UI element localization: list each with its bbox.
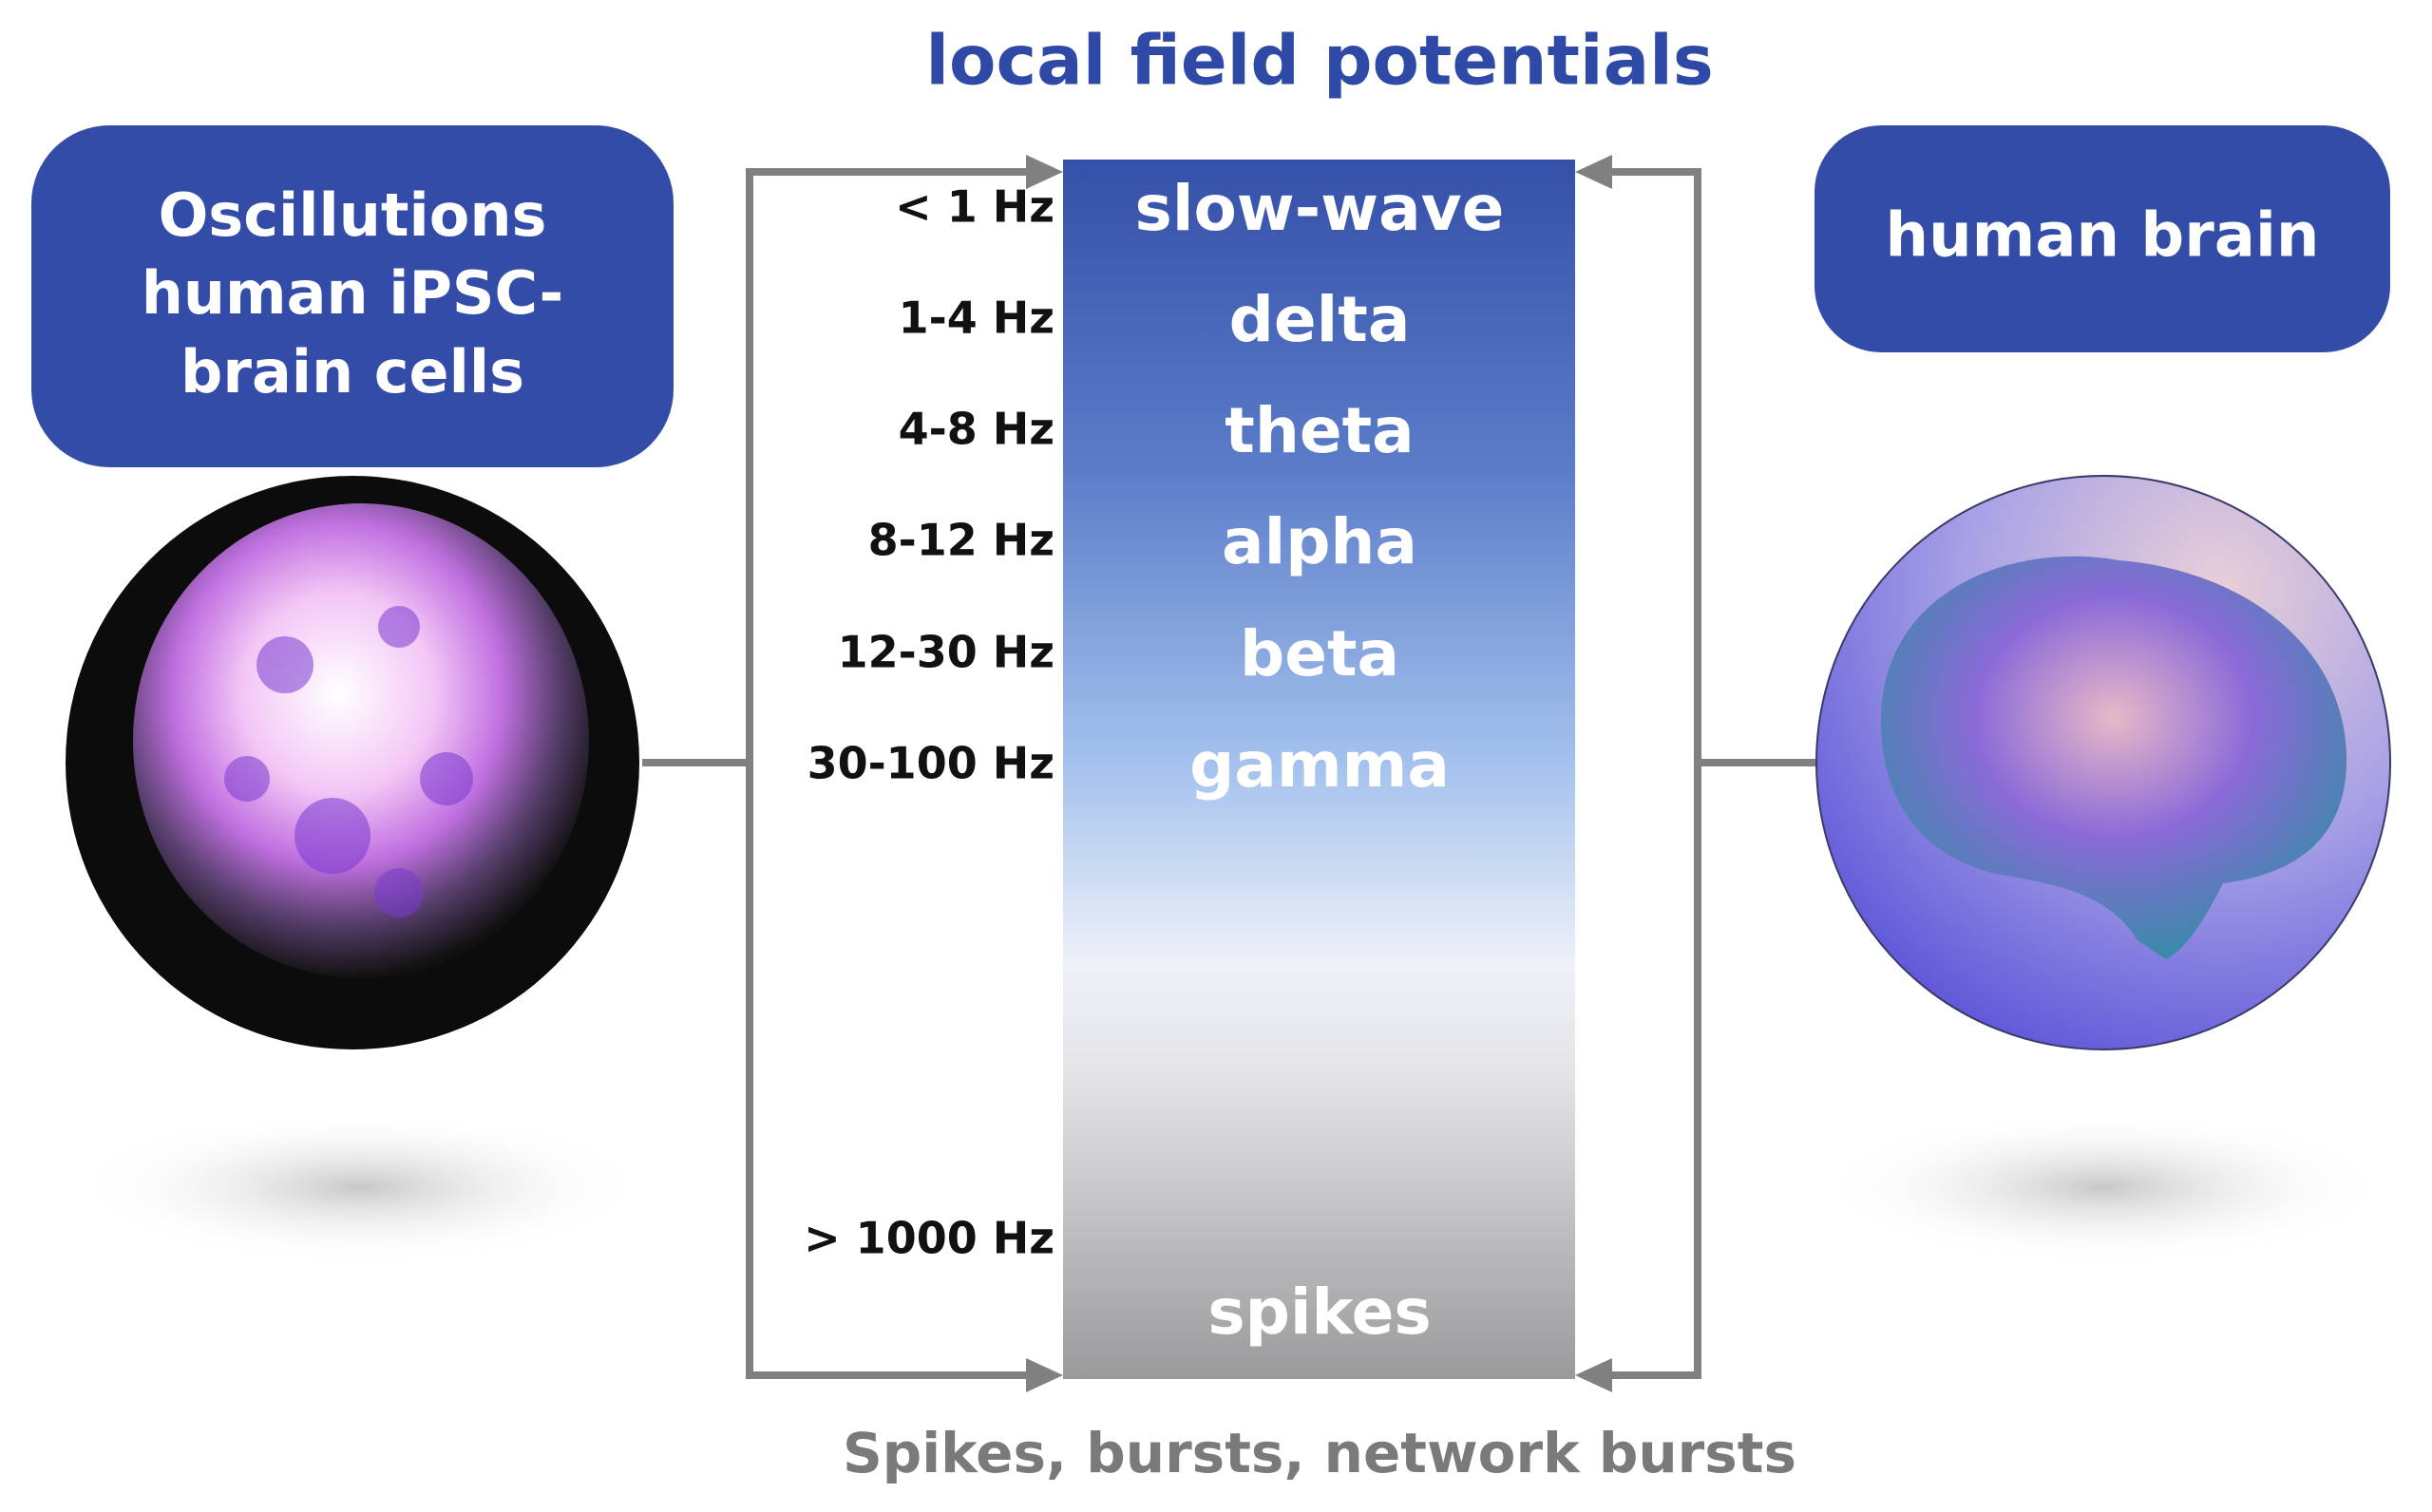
left-box-line: brain cells — [180, 337, 524, 406]
band-name: delta — [1229, 283, 1411, 356]
frequency-bar — [1063, 160, 1575, 1379]
band-name: slow-wave — [1135, 172, 1505, 245]
band-name: alpha — [1222, 505, 1417, 578]
arrowhead — [1026, 1358, 1063, 1392]
arrowhead — [1575, 1358, 1612, 1392]
right-box-label: human brain — [1886, 201, 2320, 272]
left-box — [31, 125, 674, 467]
cell-cluster — [133, 503, 589, 978]
band-name: beta — [1240, 617, 1399, 690]
shadow — [76, 1111, 646, 1263]
spikes-name: spikes — [1207, 1276, 1431, 1349]
arrowhead — [1026, 155, 1063, 189]
left-box-line: Oscillutions — [159, 180, 547, 250]
right-bracket — [1604, 168, 1701, 1379]
footer: Spikes, bursts, network bursts — [843, 1421, 1796, 1485]
spikes-frequency: > 1000 Hz — [804, 1213, 1054, 1264]
band-frequency: < 1 Hz — [895, 181, 1054, 233]
band-name: gamma — [1189, 728, 1450, 802]
bands: < 1 Hz slow-wave 1-4 Hz delta 4-8 Hz the… — [804, 172, 1504, 1349]
right-box — [1814, 125, 2390, 352]
band-frequency: 30-100 Hz — [808, 738, 1054, 789]
arrowhead — [1575, 155, 1612, 189]
shadow — [1818, 1111, 2388, 1263]
band-frequency: 12-30 Hz — [838, 627, 1054, 678]
title: local field potentials — [925, 21, 1713, 101]
band-frequency: 8-12 Hz — [868, 515, 1054, 566]
left-box-line: human iPSC- — [142, 258, 563, 328]
cell-spots — [224, 606, 473, 917]
left-bracket — [746, 168, 1036, 1379]
band-frequency: 4-8 Hz — [899, 404, 1054, 455]
band-frequency: 1-4 Hz — [899, 293, 1054, 344]
band-name: theta — [1225, 394, 1414, 467]
arrowheads — [1026, 155, 1612, 1392]
brain — [1881, 556, 2346, 959]
connectors — [642, 168, 1818, 1379]
